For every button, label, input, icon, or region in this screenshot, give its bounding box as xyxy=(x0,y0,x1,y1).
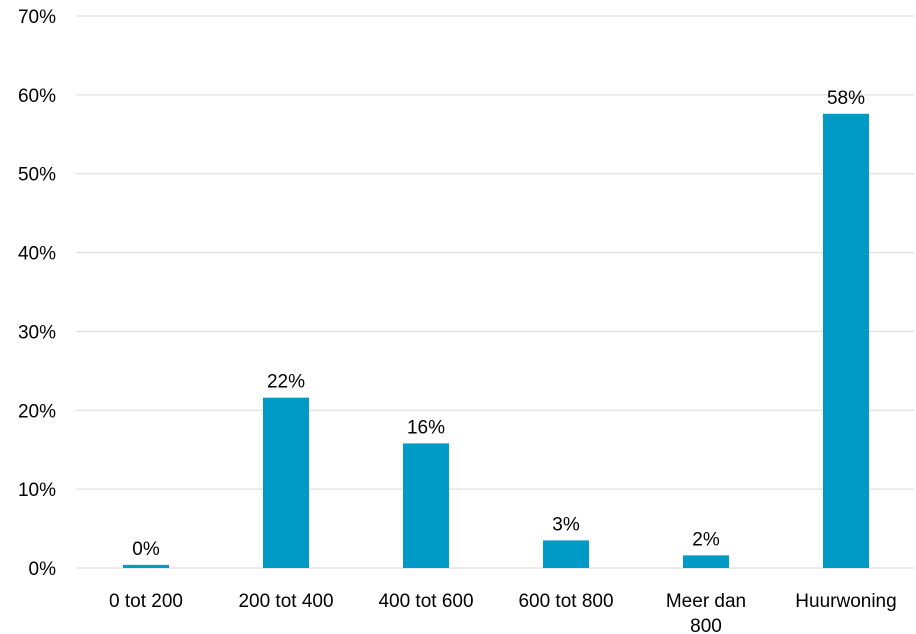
data-label: 22% xyxy=(267,372,305,393)
gridlines xyxy=(76,15,914,569)
y-tick-label: 20% xyxy=(18,401,56,422)
y-tick-label: 70% xyxy=(18,7,56,28)
y-tick-label: 10% xyxy=(18,480,56,501)
x-axis-tick-labels: 0 tot 200 200 tot 400 400 tot 600 600 tot 8… xyxy=(109,591,897,634)
bar xyxy=(823,113,869,568)
data-label: 16% xyxy=(407,417,445,438)
bar xyxy=(123,564,169,568)
y-tick-label: 50% xyxy=(18,165,56,186)
data-label: 0% xyxy=(132,539,160,560)
data-label: 3% xyxy=(552,514,580,535)
x-tick-label: Meer dan 800 xyxy=(666,591,746,634)
y-tick-label: 60% xyxy=(18,86,56,107)
y-tick-label: 0% xyxy=(29,559,57,580)
bar xyxy=(263,397,309,568)
x-tick-label: Huurwoning xyxy=(795,591,896,612)
bar xyxy=(543,540,589,568)
x-tick-label: 400 tot 600 xyxy=(378,591,473,612)
y-tick-label: 40% xyxy=(18,244,56,265)
bar xyxy=(403,443,449,568)
x-tick-label: 600 tot 800 xyxy=(518,591,613,612)
data-label: 58% xyxy=(827,88,865,109)
y-tick-label: 30% xyxy=(18,322,56,343)
x-tick-label: 200 tot 400 xyxy=(238,591,333,612)
data-labels: 0% 22% 16% 3% 2% 58% xyxy=(132,88,865,560)
x-tick-label: 0 tot 200 xyxy=(109,591,183,612)
data-label: 2% xyxy=(692,529,720,550)
bar xyxy=(683,555,729,568)
y-axis-tick-labels: 0% 10% 20% 30% 40% 50% 60% 70% xyxy=(18,7,56,580)
bars xyxy=(123,113,869,568)
